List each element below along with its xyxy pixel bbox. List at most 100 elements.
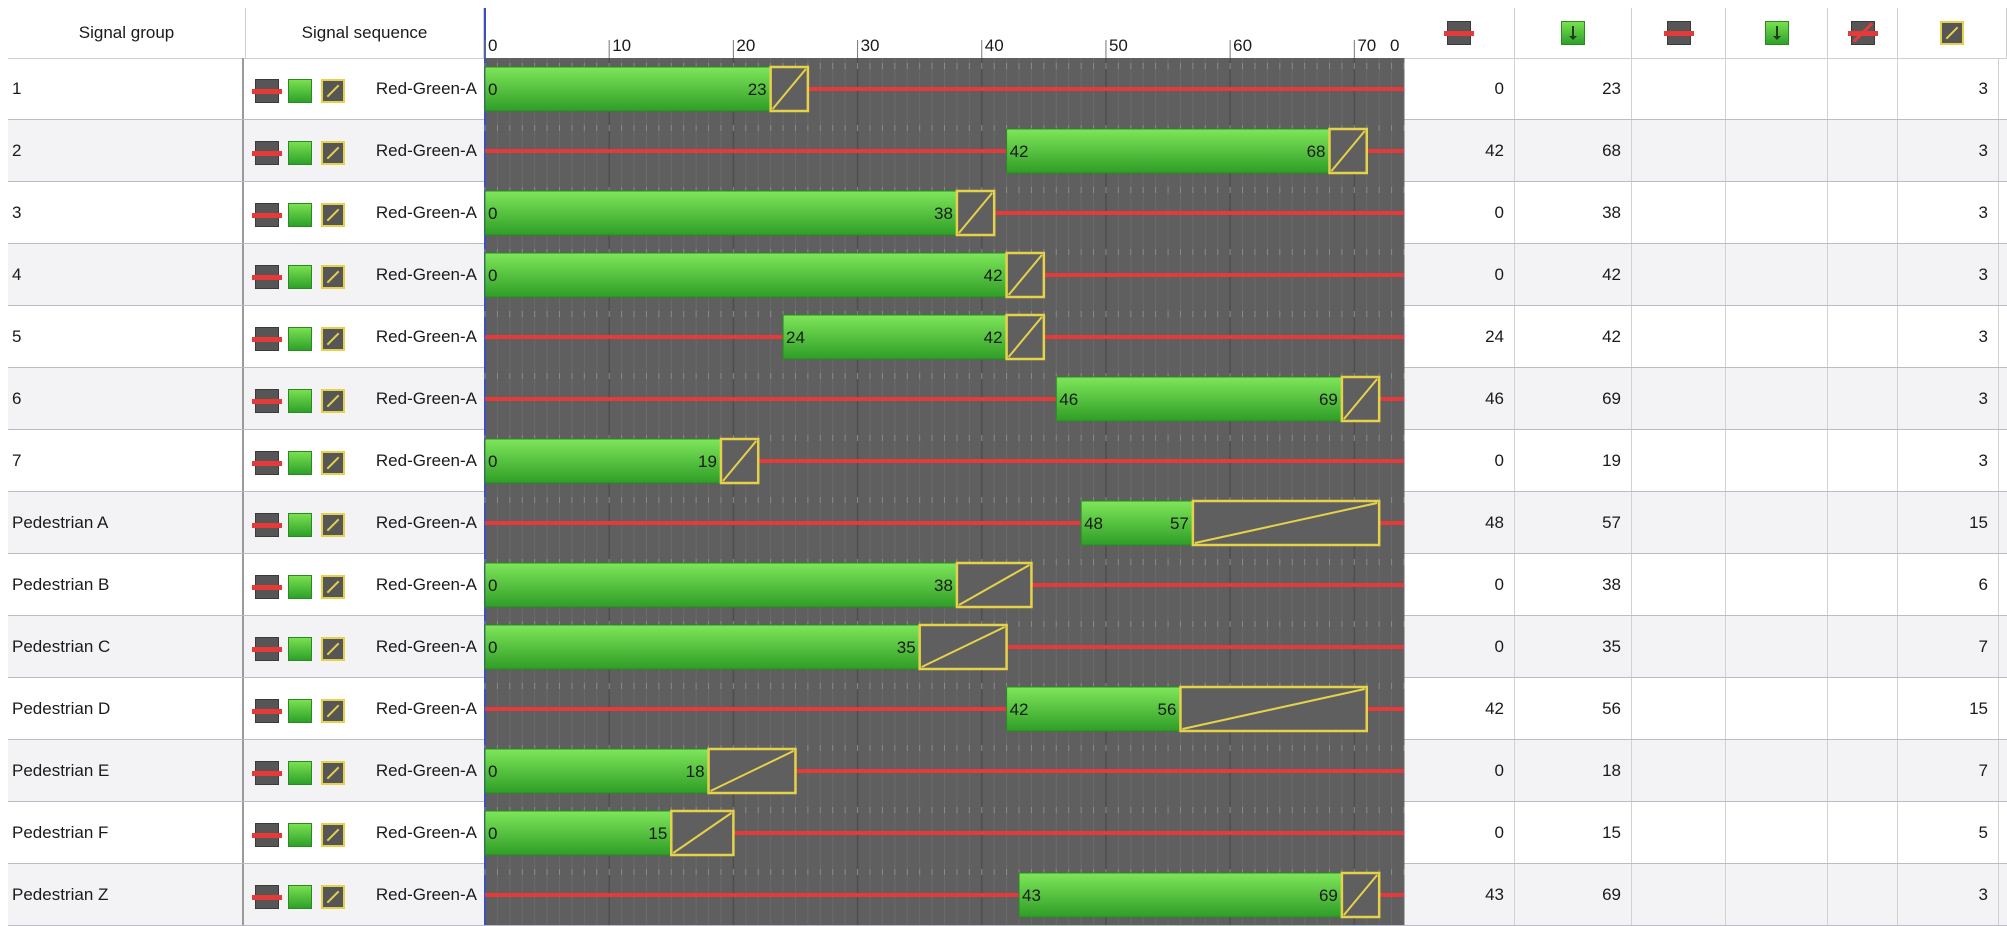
header-red-begin-column[interactable]	[1404, 8, 1515, 58]
signal-sequence-cell[interactable]: Red-Green-A	[246, 492, 490, 553]
signal-group-name[interactable]: 3	[8, 182, 244, 243]
signal-sequence-cell[interactable]: Red-Green-A	[246, 740, 490, 801]
green-phase-bar[interactable]	[484, 624, 921, 670]
green-end-value[interactable]: 35	[1515, 616, 1632, 677]
red-end-value[interactable]: 46	[1404, 368, 1515, 429]
red-amber-empty[interactable]	[1828, 306, 1898, 367]
red-end-value[interactable]: 24	[1404, 306, 1515, 367]
green-phase-bar[interactable]	[1006, 128, 1330, 174]
red-end-value[interactable]: 0	[1404, 616, 1515, 677]
green-end-empty[interactable]	[1726, 678, 1828, 739]
red-end-value[interactable]: 43	[1404, 864, 1515, 925]
red-amber-empty[interactable]	[1828, 120, 1898, 181]
red-end-empty[interactable]	[1632, 864, 1726, 925]
red-end-empty[interactable]	[1632, 182, 1726, 243]
green-phase-bar[interactable]	[1055, 376, 1343, 422]
red-end-value[interactable]: 0	[1404, 430, 1515, 491]
red-end-value[interactable]: 0	[1404, 802, 1515, 863]
green-phase-bar[interactable]	[484, 748, 710, 794]
red-amber-empty[interactable]	[1828, 430, 1898, 491]
header-red-end-column[interactable]	[1632, 8, 1726, 58]
green-end-empty[interactable]	[1726, 802, 1828, 863]
red-end-empty[interactable]	[1632, 616, 1726, 677]
signal-sequence-cell[interactable]: Red-Green-A	[246, 678, 490, 739]
amber-duration-value[interactable]: 15	[1898, 678, 1999, 739]
green-end-empty[interactable]	[1726, 554, 1828, 615]
red-amber-empty[interactable]	[1828, 182, 1898, 243]
green-end-value[interactable]: 57	[1515, 492, 1632, 553]
red-amber-empty[interactable]	[1828, 678, 1898, 739]
signal-group-name[interactable]: Pedestrian F	[8, 802, 244, 863]
red-amber-empty[interactable]	[1828, 58, 1898, 119]
red-end-empty[interactable]	[1632, 368, 1726, 429]
red-amber-empty[interactable]	[1828, 802, 1898, 863]
green-end-empty[interactable]	[1726, 182, 1828, 243]
signal-sequence-cell[interactable]: Red-Green-A	[246, 306, 490, 367]
red-end-value[interactable]: 0	[1404, 58, 1515, 119]
green-end-empty[interactable]	[1726, 306, 1828, 367]
amber-duration-value[interactable]: 3	[1898, 120, 1999, 181]
signal-sequence-cell[interactable]: Red-Green-A	[246, 616, 490, 677]
green-phase-bar[interactable]	[782, 314, 1008, 360]
red-end-value[interactable]: 42	[1404, 678, 1515, 739]
signal-sequence-cell[interactable]: Red-Green-A	[246, 368, 490, 429]
green-end-empty[interactable]	[1726, 120, 1828, 181]
amber-duration-value[interactable]: 5	[1898, 802, 1999, 863]
signal-sequence-cell[interactable]: Red-Green-A	[246, 120, 490, 181]
green-phase-bar[interactable]	[1018, 872, 1343, 918]
green-end-value[interactable]: 38	[1515, 182, 1632, 243]
red-amber-empty[interactable]	[1828, 554, 1898, 615]
red-end-value[interactable]: 0	[1404, 244, 1515, 305]
signal-group-name[interactable]: Pedestrian C	[8, 616, 244, 677]
green-end-value[interactable]: 15	[1515, 802, 1632, 863]
signal-sequence-cell[interactable]: Red-Green-A	[246, 864, 490, 925]
red-end-empty[interactable]	[1632, 244, 1726, 305]
green-end-empty[interactable]	[1726, 58, 1828, 119]
red-end-value[interactable]: 48	[1404, 492, 1515, 553]
green-end-value[interactable]: 42	[1515, 306, 1632, 367]
header-signal-sequence[interactable]: Signal sequence	[246, 8, 484, 58]
red-end-empty[interactable]	[1632, 120, 1726, 181]
signal-group-name[interactable]: Pedestrian B	[8, 554, 244, 615]
red-end-empty[interactable]	[1632, 492, 1726, 553]
signal-group-name[interactable]: 5	[8, 306, 244, 367]
signal-group-name[interactable]: Pedestrian D	[8, 678, 244, 739]
red-end-value[interactable]: 0	[1404, 554, 1515, 615]
table-row[interactable]: 7 Red-Green-A 0 19 3	[8, 430, 2007, 492]
amber-duration-value[interactable]: 3	[1898, 182, 1999, 243]
red-end-empty[interactable]	[1632, 802, 1726, 863]
green-end-empty[interactable]	[1726, 864, 1828, 925]
green-phase-bar[interactable]	[484, 66, 772, 112]
green-end-value[interactable]: 69	[1515, 864, 1632, 925]
red-end-empty[interactable]	[1632, 430, 1726, 491]
green-end-empty[interactable]	[1726, 430, 1828, 491]
green-end-value[interactable]: 69	[1515, 368, 1632, 429]
green-end-empty[interactable]	[1726, 368, 1828, 429]
red-amber-empty[interactable]	[1828, 616, 1898, 677]
signal-group-name[interactable]: 4	[8, 244, 244, 305]
signal-group-name[interactable]: 1	[8, 58, 244, 119]
amber-duration-value[interactable]: 15	[1898, 492, 1999, 553]
green-phase-bar[interactable]	[1006, 686, 1181, 732]
amber-duration-value[interactable]: 3	[1898, 306, 1999, 367]
signal-group-name[interactable]: Pedestrian A	[8, 492, 244, 553]
amber-duration-value[interactable]: 7	[1898, 740, 1999, 801]
green-end-empty[interactable]	[1726, 740, 1828, 801]
green-end-empty[interactable]	[1726, 492, 1828, 553]
table-row[interactable]: 5 Red-Green-A 24 42 3	[8, 306, 2007, 368]
red-end-value[interactable]: 0	[1404, 740, 1515, 801]
signal-sequence-cell[interactable]: Red-Green-A	[246, 182, 490, 243]
signal-group-name[interactable]: Pedestrian E	[8, 740, 244, 801]
red-end-value[interactable]: 0	[1404, 182, 1515, 243]
header-green-begin-column[interactable]	[1515, 8, 1632, 58]
green-phase-bar[interactable]	[484, 810, 672, 856]
header-signal-group[interactable]: Signal group	[8, 8, 246, 58]
amber-duration-value[interactable]: 3	[1898, 244, 1999, 305]
red-end-value[interactable]: 42	[1404, 120, 1515, 181]
green-end-value[interactable]: 18	[1515, 740, 1632, 801]
green-end-value[interactable]: 42	[1515, 244, 1632, 305]
amber-duration-value[interactable]: 3	[1898, 864, 1999, 925]
signal-group-name[interactable]: 2	[8, 120, 244, 181]
red-end-empty[interactable]	[1632, 58, 1726, 119]
amber-duration-value[interactable]: 3	[1898, 368, 1999, 429]
